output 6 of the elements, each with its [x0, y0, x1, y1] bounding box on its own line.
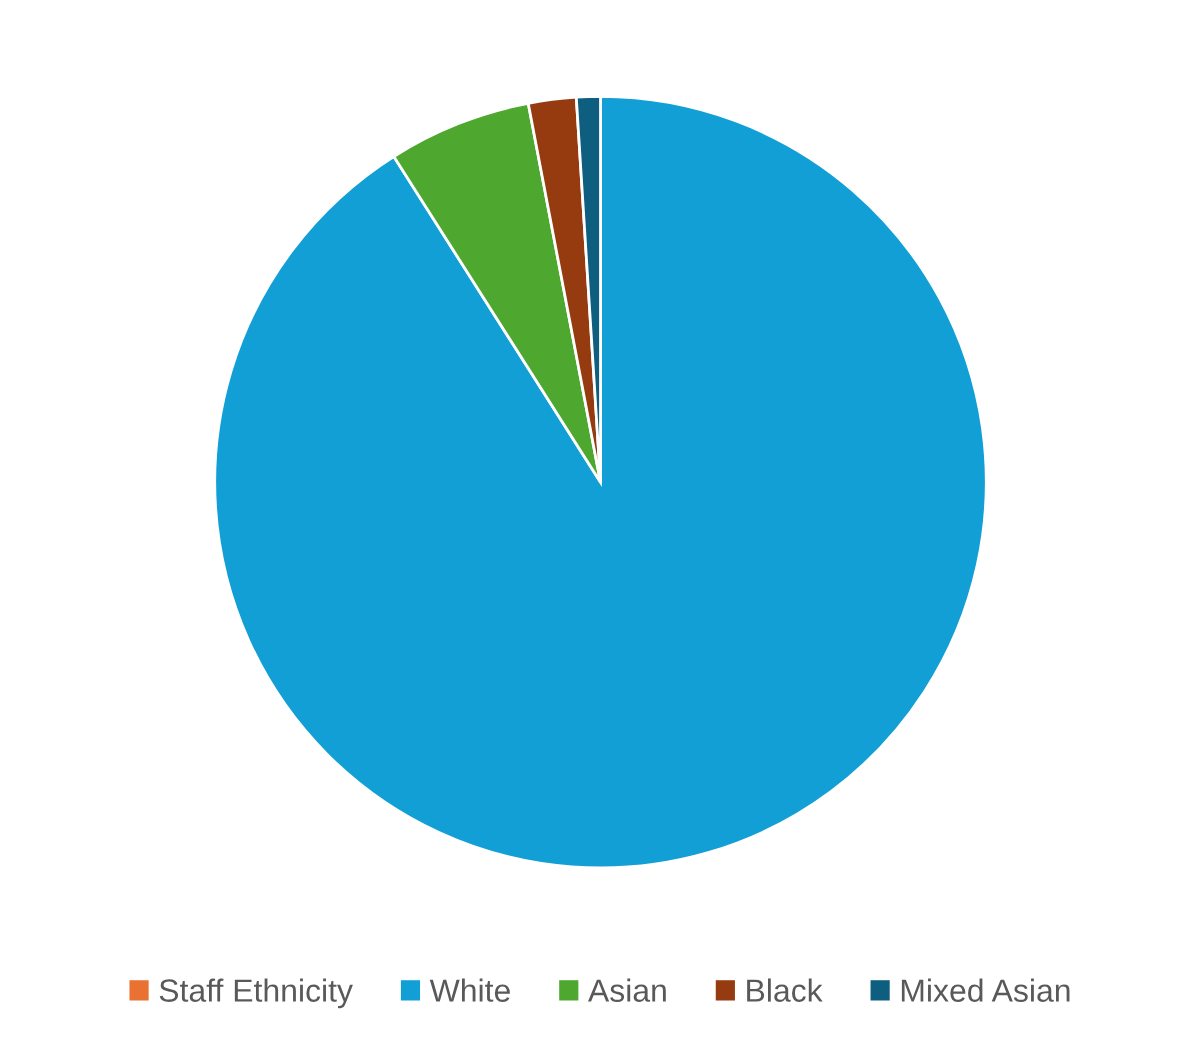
legend-label: Asian — [588, 978, 666, 1002]
legend-label: Staff Ethnicity — [159, 978, 353, 1009]
legend-label: White — [429, 978, 510, 1002]
legend-label: Mixed Asian — [901, 978, 1070, 1002]
pie-slice — [213, 95, 988, 870]
legend-label: Black — [747, 978, 823, 1002]
